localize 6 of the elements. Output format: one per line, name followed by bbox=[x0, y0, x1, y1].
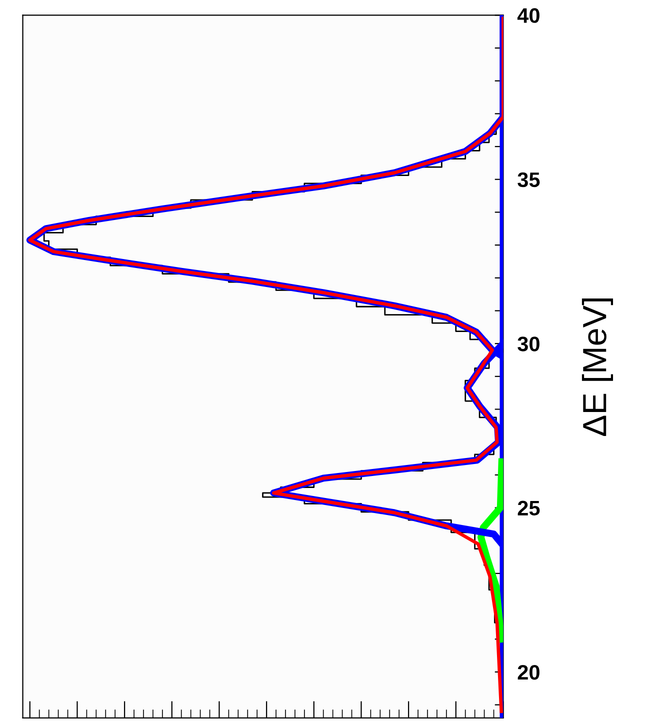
y-tick-label: 40 bbox=[517, 8, 540, 23]
y-tick-label: 30 bbox=[518, 336, 540, 352]
y-axis-title: ΔE [MeV] bbox=[582, 298, 614, 436]
y-tick-label: 35 bbox=[518, 172, 540, 188]
y-tick-label: 20 bbox=[518, 664, 540, 680]
y-tick-label: 25 bbox=[518, 500, 540, 516]
